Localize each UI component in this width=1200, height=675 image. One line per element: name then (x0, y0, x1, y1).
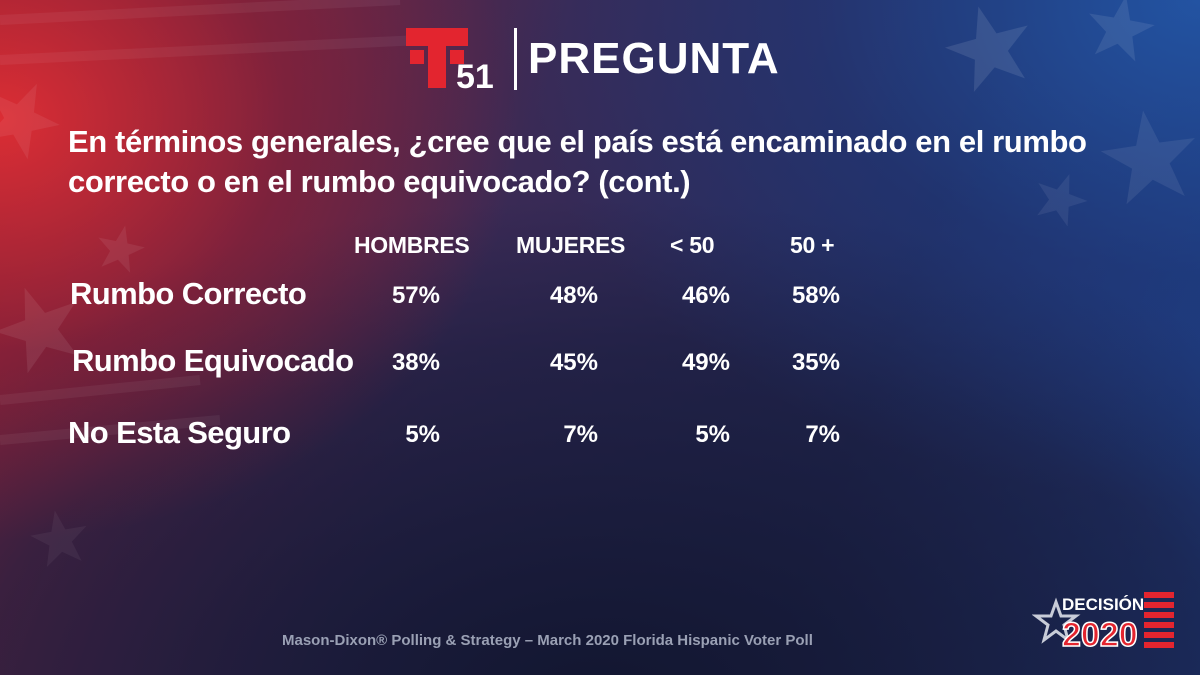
table-cell: 49% (681, 349, 730, 376)
logo-number: 51 (456, 58, 494, 92)
column-header: MUJERES (516, 232, 626, 258)
logo-divider (514, 28, 517, 90)
badge-top-text: DECISIÓN (1062, 595, 1144, 614)
column-header: HOMBRES (354, 232, 470, 258)
badge-year-text: 2020 (1062, 616, 1138, 650)
source-caption: Mason-Dixon® Polling & Strategy – March … (282, 632, 813, 649)
flag-stripes-icon (1144, 592, 1174, 648)
table-cell: 48% (549, 282, 598, 309)
row-label: Rumbo Equivocado (72, 343, 354, 378)
table-cell: 7% (805, 421, 840, 448)
row-label: Rumbo Correcto (70, 276, 307, 311)
telemundo-51-logo: 51 (406, 28, 494, 92)
column-header: 50 + (790, 232, 835, 258)
column-header: < 50 (670, 232, 715, 258)
table-cell: 5% (405, 421, 440, 448)
table-cell: 7% (563, 421, 598, 448)
table-cell: 46% (681, 282, 730, 309)
page-title: PREGUNTA (528, 34, 780, 83)
table-cell: 45% (549, 349, 598, 376)
table-cell: 58% (791, 282, 840, 309)
star-icon (1032, 597, 1081, 644)
table-cell: 5% (695, 421, 730, 448)
table-cell: 57% (391, 282, 440, 309)
table-cell: 35% (791, 349, 840, 376)
question-text: En términos generales, ¿cree que el país… (68, 124, 1087, 199)
decision-2020-badge: DECISIÓN 2020 (1032, 592, 1174, 650)
table-cell: 38% (391, 349, 440, 376)
row-label: No Esta Seguro (68, 415, 291, 450)
